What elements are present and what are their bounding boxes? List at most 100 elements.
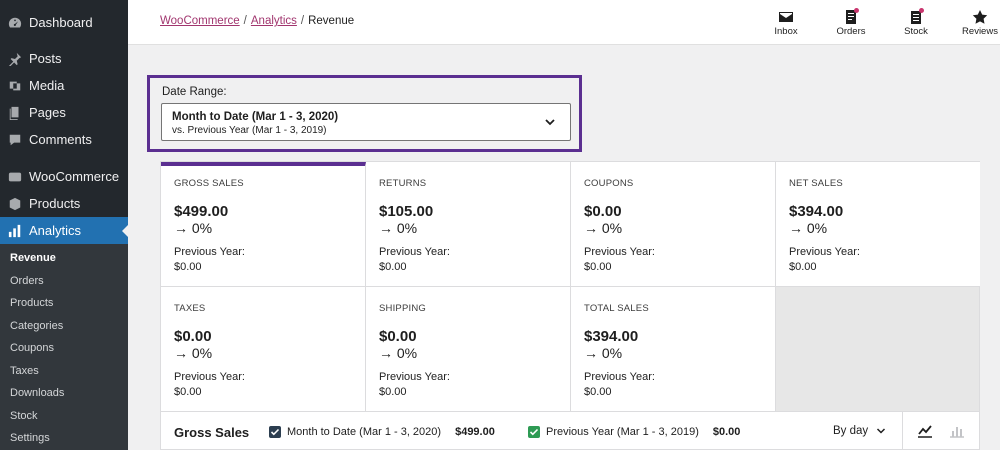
submenu-item-categories[interactable]: Categories: [10, 319, 64, 332]
legend-item-previous[interactable]: Previous Year (Mar 1 - 3, 2019) $0.00: [528, 426, 740, 438]
chart-title: Gross Sales: [174, 425, 250, 440]
checkbox-checked-icon[interactable]: [269, 426, 281, 438]
reviews-button[interactable]: Reviews: [955, 6, 1000, 37]
arrow-right-icon: →: [379, 345, 397, 361]
date-range-label: Date Range:: [162, 86, 227, 98]
breadcrumb-separator: /: [243, 15, 247, 27]
tile-delta-value: 0%: [601, 345, 623, 361]
tile-previous-value: $0.00: [174, 386, 202, 398]
tile-value: $394.00: [789, 203, 844, 220]
tile-delta: → 0%: [584, 345, 622, 361]
sidebar-item-label: Products: [29, 196, 81, 211]
sidebar-item-products[interactable]: Products: [0, 190, 128, 217]
tile-delta-value: 0%: [191, 220, 213, 236]
sidebar-item-label: Comments: [29, 132, 92, 147]
tile-label: NET SALES: [789, 178, 843, 189]
pin-icon: [8, 52, 22, 66]
tile-value: $0.00: [379, 328, 417, 345]
sidebar-item-media[interactable]: Media: [0, 72, 128, 99]
interval-select[interactable]: By day: [833, 425, 886, 437]
tile-delta: → 0%: [584, 220, 622, 236]
sidebar-item-comments[interactable]: Comments: [0, 126, 128, 153]
summary-tile-gross-sales[interactable]: GROSS SALES $499.00 → 0% Previous Year: …: [161, 162, 366, 287]
submenu-item-downloads[interactable]: Downloads: [10, 387, 65, 400]
notification-dot: [854, 8, 859, 13]
submenu-item-revenue[interactable]: Revenue: [10, 252, 56, 265]
tile-previous-label: Previous Year:: [174, 246, 245, 258]
orders-button[interactable]: Orders: [826, 6, 876, 37]
orders-label: Orders: [836, 26, 866, 37]
bar-chart-icon[interactable]: [949, 423, 965, 439]
line-chart-icon[interactable]: [917, 423, 933, 439]
tile-previous-label: Previous Year:: [789, 246, 860, 258]
woo-icon: [8, 170, 22, 184]
page-header: WooCommerce / Analytics / Revenue Inbox Orde…: [128, 0, 1000, 45]
sidebar-item-pages[interactable]: Pages: [0, 99, 128, 126]
sidebar-item-dashboard[interactable]: Dashboard: [0, 9, 128, 36]
arrow-right-icon: →: [174, 345, 192, 361]
legend-value: $499.00: [455, 426, 495, 438]
submenu-item-stock[interactable]: Stock: [10, 409, 38, 422]
tile-label: GROSS SALES: [174, 178, 244, 189]
tile-delta: → 0%: [379, 345, 417, 361]
submenu-item-products[interactable]: Products: [10, 297, 54, 310]
date-range-selector[interactable]: Month to Date (Mar 1 - 3, 2020) vs. Prev…: [161, 103, 571, 141]
tile-delta-value: 0%: [806, 220, 828, 236]
dashboard-icon: [8, 16, 22, 30]
summary-tile-taxes[interactable]: TAXES $0.00 → 0% Previous Year: $0.00: [161, 287, 366, 412]
products-icon: [8, 197, 22, 211]
breadcrumb-separator: /: [300, 15, 305, 27]
arrow-right-icon: →: [584, 220, 602, 236]
tile-delta: → 0%: [379, 220, 417, 236]
sidebar-item-woocommerce[interactable]: WooCommerce: [0, 163, 128, 190]
submenu-item-settings[interactable]: Settings: [10, 432, 50, 445]
sidebar-item-label: Media: [29, 78, 65, 93]
legend-label: Previous Year (Mar 1 - 3, 2019): [546, 426, 699, 438]
checkbox-checked-icon[interactable]: [528, 426, 540, 438]
submenu-item-taxes[interactable]: Taxes: [10, 364, 39, 377]
pages-icon: [8, 106, 22, 120]
breadcrumb-link-analytics[interactable]: Analytics: [250, 15, 297, 27]
tile-value: $499.00: [174, 203, 229, 220]
admin-sidebar: Dashboard Posts Media Pages Comments Woo…: [0, 0, 128, 450]
breadcrumb-link-woocommerce[interactable]: WooCommerce: [160, 15, 240, 27]
inbox-label: Inbox: [774, 26, 798, 37]
chevron-down-icon: [877, 428, 886, 434]
arrow-right-icon: →: [174, 220, 192, 236]
tile-value: $0.00: [174, 328, 212, 345]
stock-icon: [891, 6, 941, 26]
sidebar-item-posts[interactable]: Posts: [0, 45, 128, 72]
arrow-right-icon: →: [379, 220, 397, 236]
tile-label: TOTAL SALES: [584, 303, 649, 314]
summary-tile-total-sales[interactable]: TOTAL SALES $394.00 → 0% Previous Year: …: [571, 287, 776, 412]
breadcrumb-current: Revenue: [308, 15, 355, 27]
tile-previous-label: Previous Year:: [379, 371, 450, 383]
mail-icon: [761, 6, 811, 26]
sidebar-item-label: Dashboard: [29, 15, 93, 30]
reviews-label: Reviews: [962, 26, 998, 37]
tile-value: $0.00: [584, 203, 622, 220]
tile-previous-label: Previous Year:: [379, 246, 450, 258]
tile-previous-value: $0.00: [584, 386, 612, 398]
tile-label: RETURNS: [379, 178, 427, 189]
arrow-right-icon: →: [789, 220, 807, 236]
tile-previous-label: Previous Year:: [584, 246, 655, 258]
summary-numbers: GROSS SALES $499.00 → 0% Previous Year: …: [160, 161, 980, 412]
summary-tile-net-sales[interactable]: NET SALES $394.00 → 0% Previous Year: $0…: [776, 162, 980, 287]
stock-button[interactable]: Stock: [891, 6, 941, 37]
tile-value: $394.00: [584, 328, 639, 345]
stock-label: Stock: [904, 26, 928, 37]
legend-item-current[interactable]: Month to Date (Mar 1 - 3, 2020) $499.00: [269, 426, 495, 438]
legend-label: Month to Date (Mar 1 - 3, 2020): [287, 426, 442, 438]
submenu-item-orders[interactable]: Orders: [10, 274, 44, 287]
tile-previous-label: Previous Year:: [584, 371, 655, 383]
submenu-item-coupons[interactable]: Coupons: [10, 342, 55, 355]
tile-label: TAXES: [174, 303, 206, 314]
sidebar-item-analytics[interactable]: Analytics: [0, 217, 128, 244]
tile-delta-value: 0%: [191, 345, 213, 361]
summary-tile-shipping[interactable]: SHIPPING $0.00 → 0% Previous Year: $0.00: [366, 287, 571, 412]
analytics-submenu: Revenue Orders Products Categories Coupo…: [0, 244, 128, 450]
summary-tile-returns[interactable]: RETURNS $105.00 → 0% Previous Year: $0.0…: [366, 162, 571, 287]
summary-tile-coupons[interactable]: COUPONS $0.00 → 0% Previous Year: $0.00: [571, 162, 776, 287]
inbox-button[interactable]: Inbox: [761, 6, 811, 37]
